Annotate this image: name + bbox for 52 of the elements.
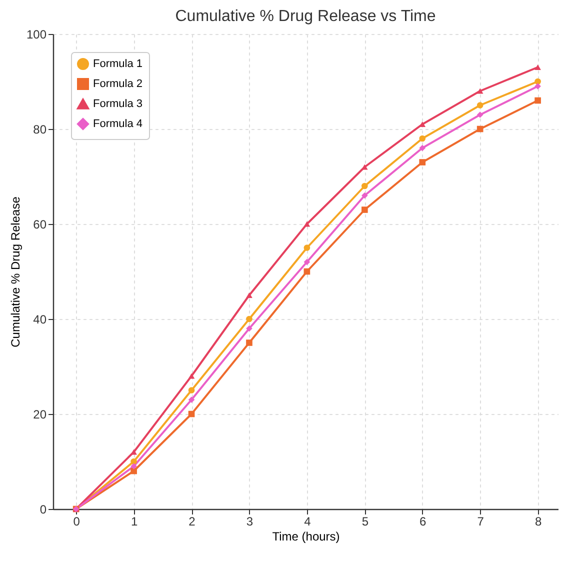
legend-label: Formula 3 xyxy=(93,98,143,110)
legend-label: Formula 1 xyxy=(93,58,143,70)
x-axis-title: Time (hours) xyxy=(272,530,340,544)
point xyxy=(130,468,137,474)
point xyxy=(246,292,252,298)
point xyxy=(476,126,484,132)
point xyxy=(361,192,368,199)
y-tick-label: 0 xyxy=(40,502,47,516)
point xyxy=(476,88,484,94)
point xyxy=(534,78,541,85)
chart-title: Cumulative % Drug Release vs Time xyxy=(175,8,436,25)
legend-label: Formula 2 xyxy=(93,78,143,90)
point xyxy=(246,316,252,322)
point xyxy=(419,122,426,127)
point xyxy=(246,340,252,346)
point xyxy=(419,159,426,166)
point xyxy=(534,97,541,104)
point xyxy=(130,458,137,465)
point xyxy=(361,182,368,190)
point xyxy=(304,221,310,227)
point xyxy=(534,83,541,90)
x-tick-label: 7 xyxy=(477,514,484,528)
x-tick-label: 6 xyxy=(420,514,427,528)
x-tick-label: 5 xyxy=(362,514,369,528)
y-axis-title: Cumulative % Drug Release xyxy=(8,196,22,348)
y-tick-label: 100 xyxy=(26,28,47,42)
legend-label: Formula 4 xyxy=(93,118,143,130)
x-tick-label: 3 xyxy=(246,514,254,528)
point xyxy=(188,373,195,379)
point xyxy=(188,396,195,403)
point xyxy=(419,135,426,142)
point xyxy=(419,144,426,152)
y-tick-label: 40 xyxy=(33,312,47,326)
point xyxy=(476,102,484,108)
point xyxy=(188,387,195,394)
point xyxy=(361,206,368,213)
x-tick-label: 0 xyxy=(73,514,80,528)
x-tick-label: 2 xyxy=(188,514,196,528)
y-tick-label: 80 xyxy=(33,122,47,136)
point xyxy=(476,112,484,118)
x-tick-label: 4 xyxy=(304,514,312,528)
x-tick-label: 1 xyxy=(130,514,138,528)
point xyxy=(534,64,541,70)
point xyxy=(304,244,310,251)
x-tick-label: 8 xyxy=(534,514,542,528)
point xyxy=(130,463,137,470)
point xyxy=(246,325,252,332)
point xyxy=(188,410,195,418)
point xyxy=(304,258,310,266)
y-tick-label: 20 xyxy=(33,408,47,422)
y-tick-label: 60 xyxy=(33,218,47,232)
point xyxy=(304,268,310,275)
